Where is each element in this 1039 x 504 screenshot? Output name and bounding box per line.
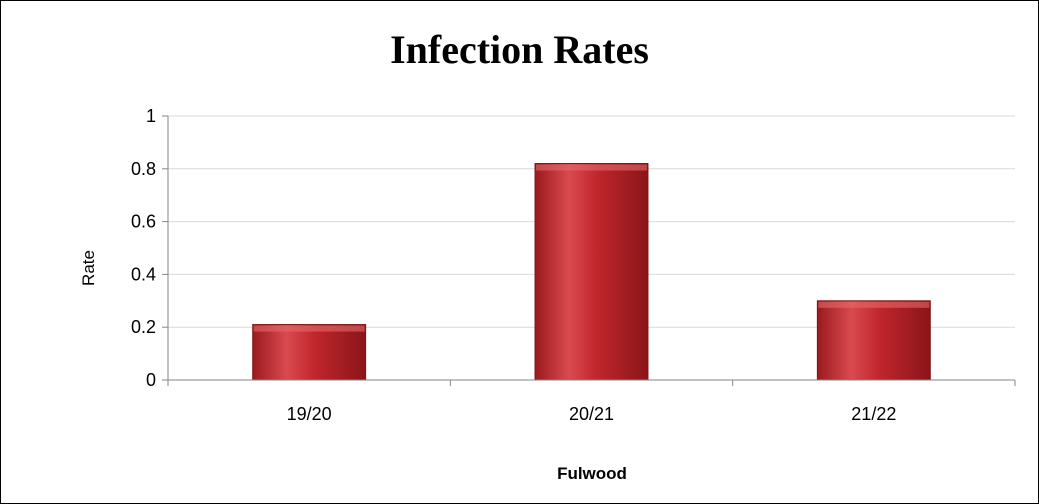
x-tick-label: 20/21	[569, 404, 614, 424]
y-axis-title: Rate	[79, 250, 98, 286]
bar-20-21	[534, 163, 649, 381]
tick-labels: 0 0.2 0.4 0.6 0.8 1 19/20 20/21 21/22	[131, 106, 896, 424]
y-tick-label: 1	[146, 106, 156, 126]
y-tick-label: 0.6	[131, 212, 156, 232]
y-tick-label: 0	[146, 370, 156, 390]
x-tick-label: 21/22	[851, 404, 896, 424]
bar-19-20	[252, 324, 367, 381]
y-tick-label: 0.4	[131, 264, 156, 284]
x-axis-title: Fulwood	[557, 464, 627, 483]
bar-highlight	[253, 325, 365, 332]
y-tick-label: 0.8	[131, 159, 156, 179]
bar-highlight	[536, 164, 647, 171]
bar-21-22	[816, 300, 931, 381]
x-tick-label: 19/20	[287, 404, 332, 424]
bars	[252, 163, 931, 381]
axes	[162, 115, 1016, 386]
chart-title: Infection Rates	[390, 27, 649, 72]
y-tick-label: 0.2	[131, 317, 156, 337]
bar-highlight	[818, 301, 930, 308]
